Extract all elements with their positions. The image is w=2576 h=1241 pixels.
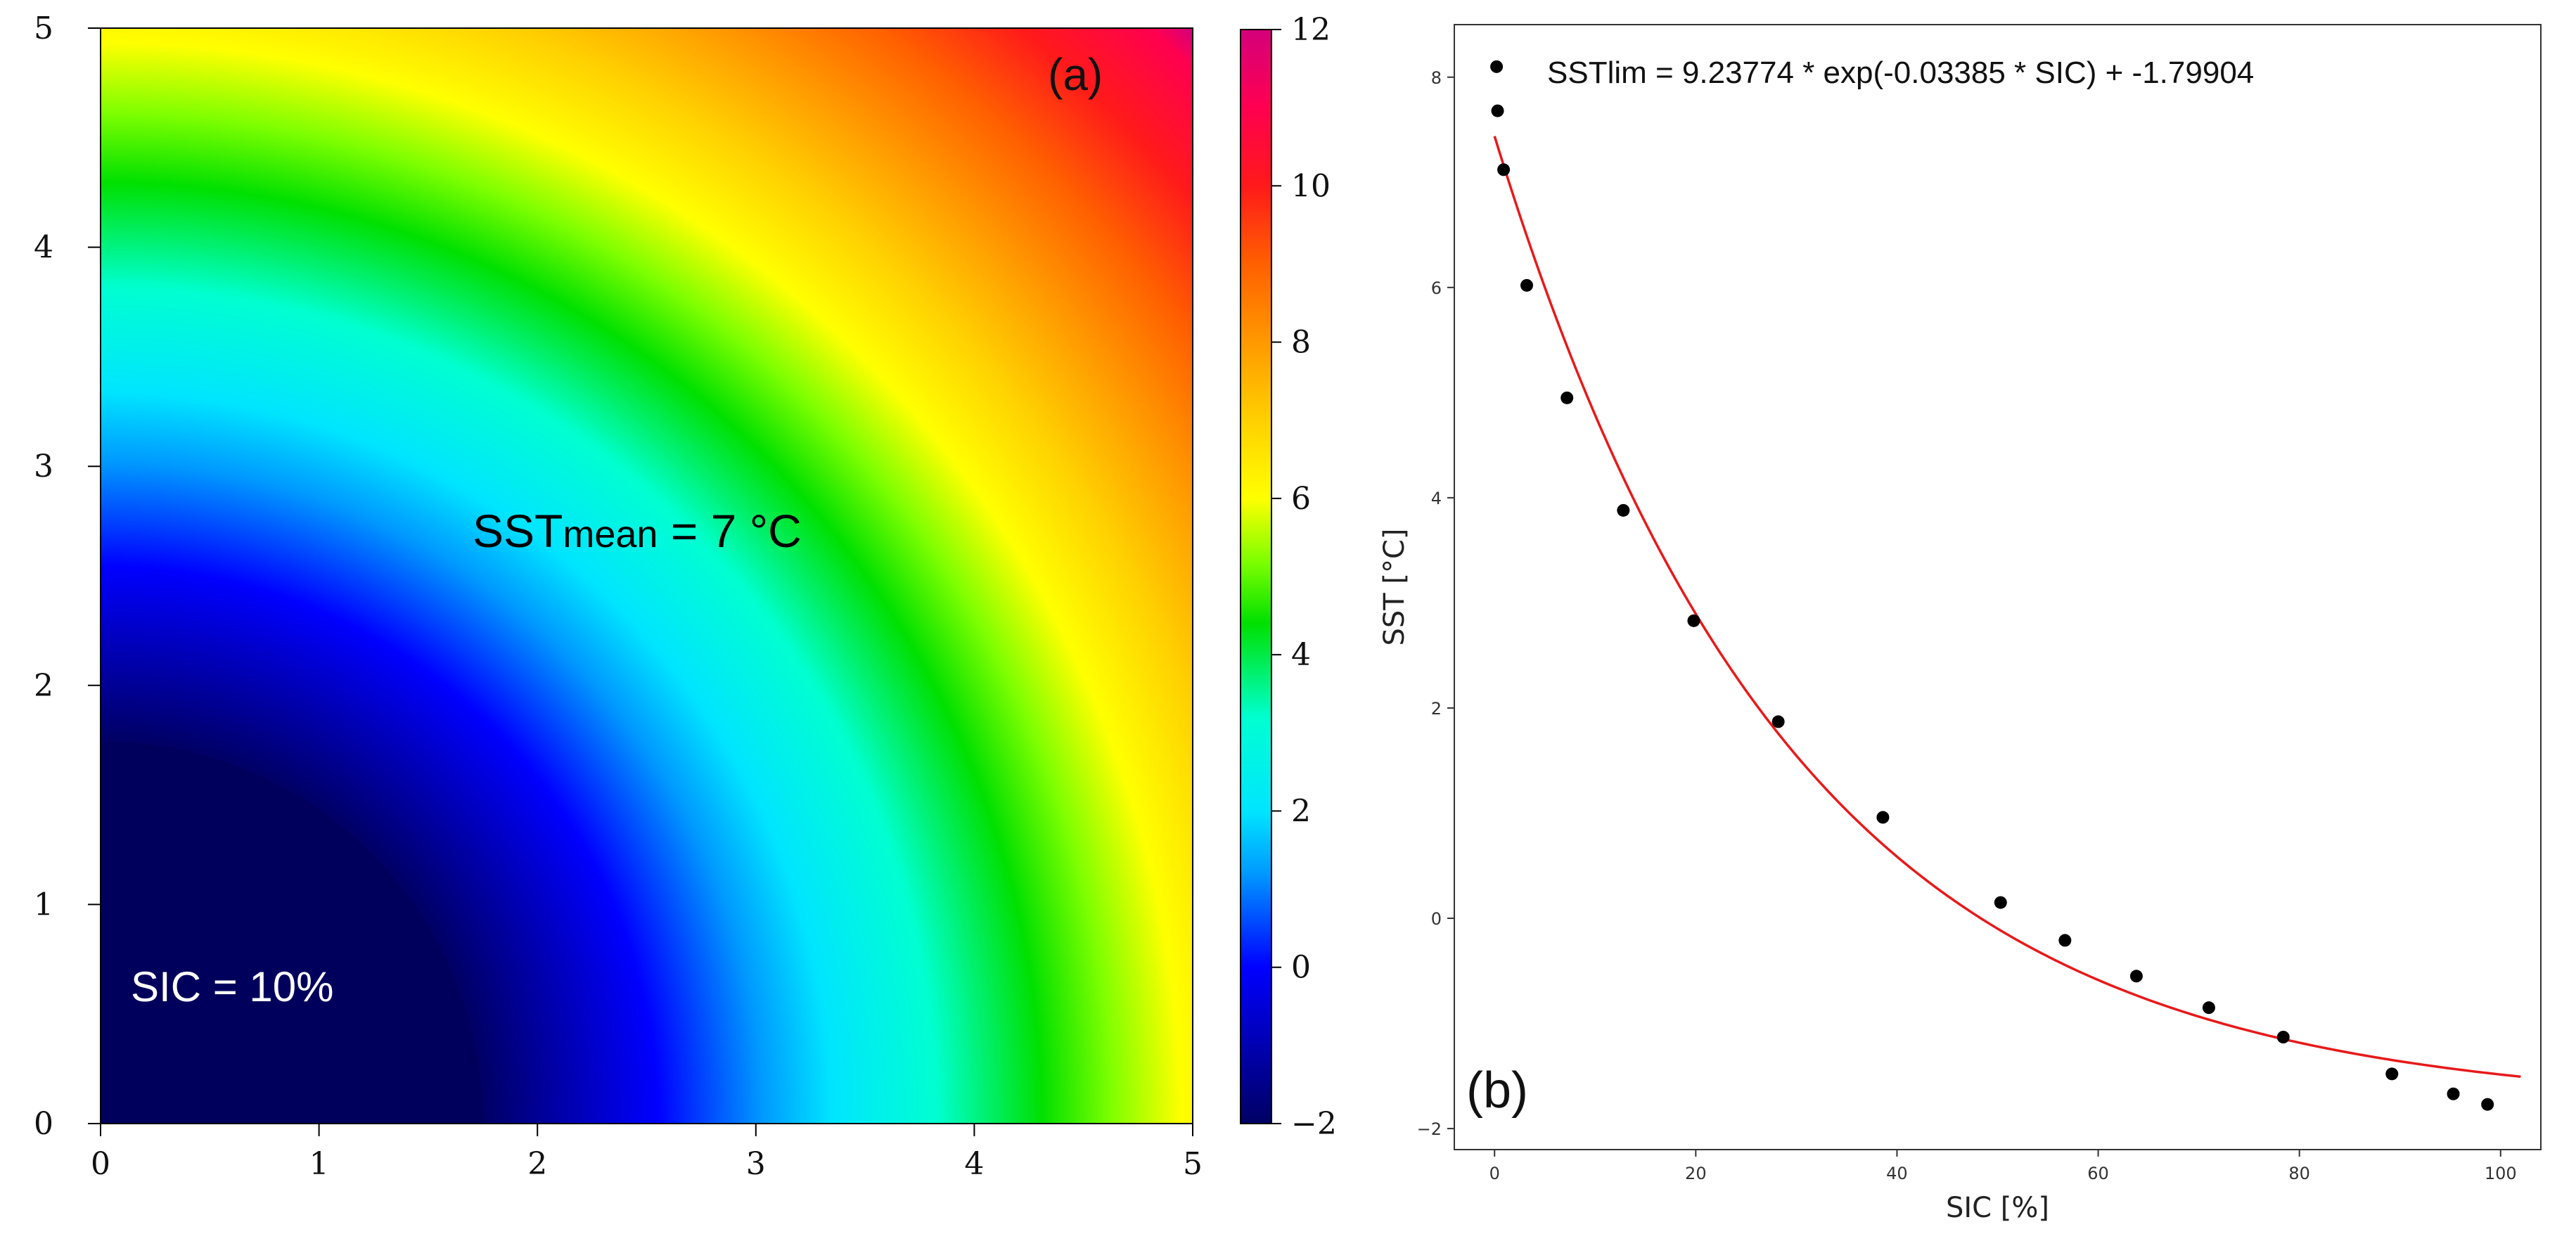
scatter-point	[1520, 278, 1533, 292]
panel-b-x-tick-label: 60	[2087, 1164, 2109, 1183]
panel-b-x-tick-label: 100	[2485, 1164, 2517, 1183]
panel-b-y-tick-label: 0	[1431, 909, 1442, 929]
scatter-point	[1876, 811, 1890, 824]
scatter-point	[2385, 1067, 2399, 1081]
scatter-point	[1771, 715, 1785, 728]
panel-a-x-tick-label: 1	[309, 1146, 329, 1182]
panel-a-x-tick-label: 0	[91, 1146, 110, 1182]
colorbar-tick-label: 8	[1291, 325, 1311, 361]
panel-a-x-tick-label: 5	[1183, 1146, 1203, 1182]
colorbar-tick-label: −2	[1291, 1106, 1337, 1142]
sst-mean-value: = 7 °C	[658, 505, 801, 557]
fit-equation: SSTlim = 9.23774 * exp(-0.03385 * SIC) +…	[1547, 56, 2254, 90]
panel-a-x-tick-label: 4	[964, 1146, 984, 1182]
scatter-point	[1491, 104, 1504, 117]
panel-b-y-axis: −2 0 2 4 6 8	[1417, 68, 1454, 1139]
colorbar-bar	[1240, 29, 1272, 1124]
scatter-point	[2447, 1087, 2460, 1100]
colorbar-tick-label: 6	[1291, 481, 1311, 517]
colorbar-tick-label: 0	[1291, 950, 1311, 986]
colorbar: −2 0 2 4 6 8 10 12	[1240, 12, 1337, 1142]
panel-a-y-tick-label: 2	[34, 668, 53, 704]
sic-annotation: SIC = 10%	[131, 963, 334, 1010]
panel-a-label: (a)	[1048, 49, 1103, 100]
scatter-point	[2276, 1031, 2290, 1043]
scatter-points	[1490, 60, 2494, 1111]
scatter-point	[1617, 503, 1630, 517]
scatter-point	[1490, 60, 1504, 73]
panel-a-x-tick-label: 3	[746, 1146, 766, 1182]
panel-b-frame	[1454, 24, 2542, 1150]
panel-b-y-tick-label: 2	[1431, 699, 1442, 719]
colorbar-ticks: −2 0 2 4 6 8 10 12	[1271, 12, 1337, 1142]
panel-a: 0 1 2 3 4 5 0 1 2 3 4 5 (a) SSTmean = 7 °C SIC = 1…	[34, 11, 1203, 1182]
scatter-point	[1994, 896, 2007, 909]
panel-a-y-tick-label: 4	[34, 230, 53, 266]
sst-mean-annotation: SSTmean = 7 °C	[473, 505, 802, 557]
panel-a-frame	[100, 27, 1193, 1124]
panel-b-y-tick-label: 4	[1431, 489, 1442, 508]
scatter-point	[2202, 1001, 2215, 1015]
panel-b-y-label: SST [°C]	[1378, 528, 1411, 645]
panel-b-label: (b)	[1466, 1062, 1528, 1119]
sst-mean-subscript: mean	[563, 513, 658, 555]
panel-a-y-tick-label: 3	[34, 449, 53, 484]
scatter-point	[2129, 970, 2143, 983]
panel-b-x-tick-label: 80	[2288, 1164, 2310, 1183]
colorbar-tick-label: 10	[1291, 168, 1331, 204]
scatter-point	[2481, 1098, 2494, 1111]
panel-b: 0 20 40 60 80 100 −2 0 2 4 6 8 SSTlim = 9.23774 * …	[1378, 24, 2542, 1224]
sic-region	[101, 741, 483, 1124]
panel-b-y-tick-label: 6	[1431, 278, 1442, 298]
panel-b-x-label: SIC [%]	[1946, 1192, 2049, 1224]
scatter-point	[2058, 934, 2072, 947]
panel-b-x-tick-label: 20	[1685, 1164, 1707, 1183]
panel-b-y-tick-label: 8	[1431, 68, 1442, 88]
scatter-point	[1687, 614, 1700, 627]
panel-a-y-tick-label: 0	[34, 1106, 53, 1142]
scatter-point	[1561, 391, 1574, 404]
panel-a-y-axis: 0 1 2 3 4 5	[34, 11, 101, 1142]
panel-a-x-axis: 0 1 2 3 4 5	[91, 1124, 1203, 1182]
sst-mean-prefix: SST	[473, 505, 563, 557]
panel-b-x-tick-label: 0	[1489, 1164, 1500, 1183]
panel-b-x-tick-label: 40	[1886, 1164, 1908, 1183]
colorbar-tick-label: 2	[1291, 793, 1311, 829]
scatter-point	[1497, 163, 1511, 176]
fit-curve	[1493, 136, 2521, 1079]
panel-a-y-tick-label: 5	[34, 11, 53, 46]
panel-b-y-tick-label: −2	[1417, 1119, 1442, 1139]
colorbar-tick-label: 4	[1291, 637, 1311, 673]
panel-a-x-tick-label: 2	[527, 1146, 547, 1182]
panel-a-y-tick-label: 1	[34, 887, 53, 922]
panel-b-x-axis: 0 20 40 60 80 100	[1489, 1150, 2517, 1183]
colorbar-tick-label: 12	[1291, 12, 1331, 48]
